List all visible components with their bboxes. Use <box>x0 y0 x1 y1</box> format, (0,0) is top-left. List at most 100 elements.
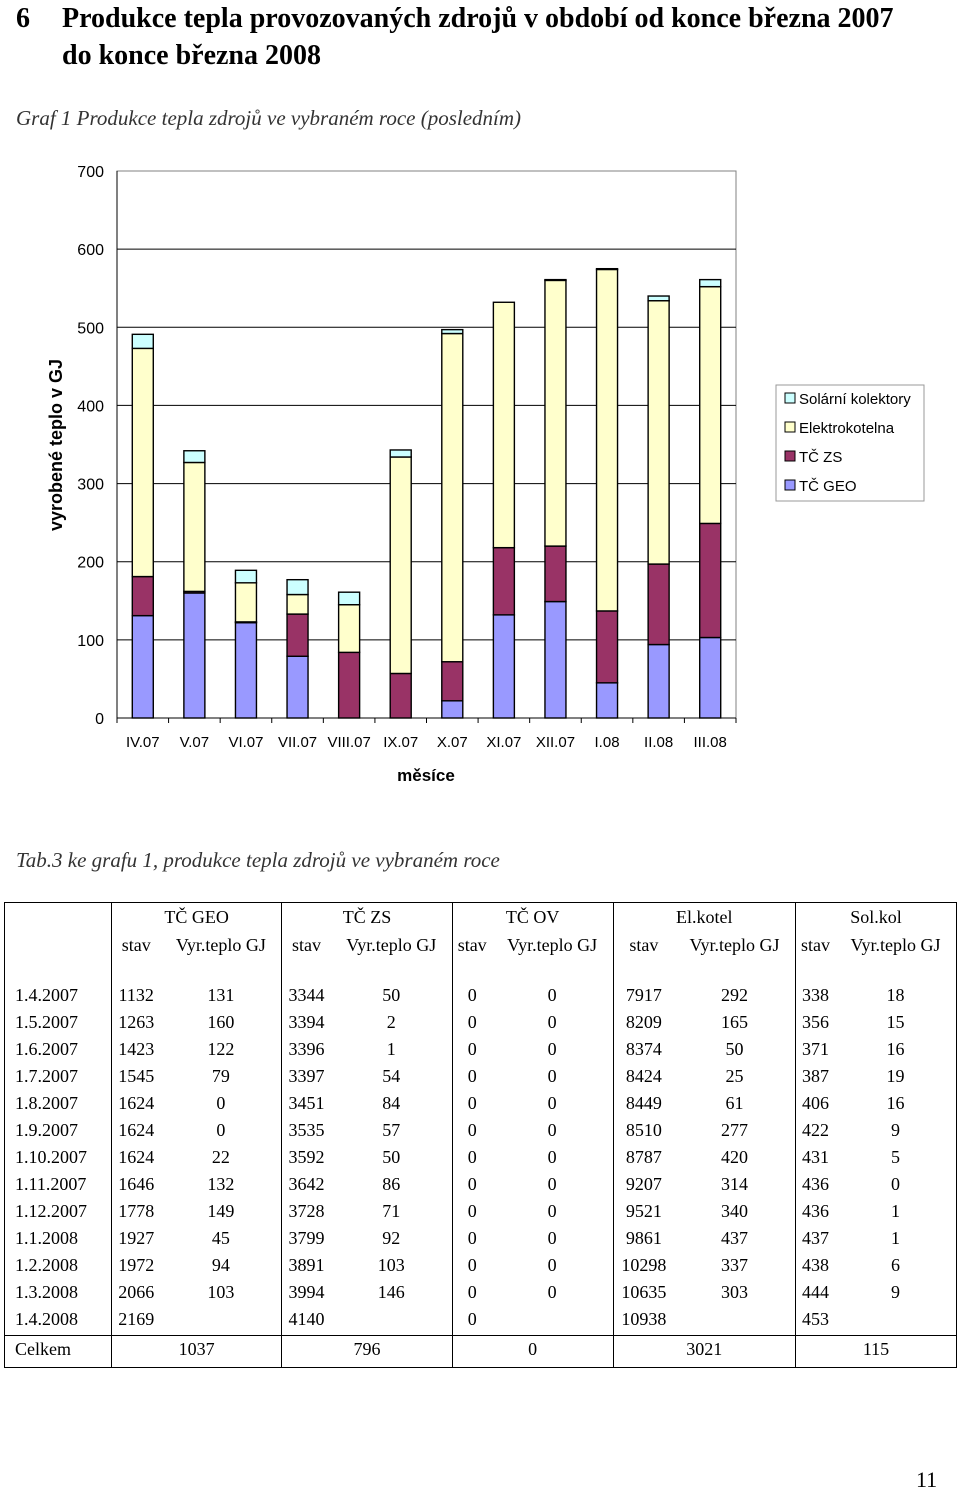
legend-label: TČ GEO <box>799 478 857 495</box>
total-value: 3021 <box>612 1335 796 1368</box>
x-tick-label: II.08 <box>644 734 673 751</box>
table-cell <box>835 1308 956 1336</box>
plot-area <box>116 170 737 719</box>
table-cell: 3397 <box>281 1065 331 1092</box>
table-cell: 0 <box>547 985 557 1005</box>
table-cell: 356 <box>794 1011 836 1038</box>
table-cell: 132 <box>207 1174 235 1194</box>
bar-segment <box>595 267 619 271</box>
legend-swatch <box>784 450 796 462</box>
table-cell: 1927 <box>111 1227 161 1254</box>
legend-label: TČ ZS <box>799 449 842 466</box>
table-cell: 103 <box>207 1282 235 1302</box>
table-cell: 1 <box>891 1201 901 1221</box>
y-tick-label: 200 <box>77 555 104 572</box>
table-cell: 338 <box>794 984 836 1011</box>
table-cell: 2 <box>386 1012 396 1032</box>
bar-segment <box>492 301 516 549</box>
table-cell <box>674 1308 795 1336</box>
row-date: 1.9.2007 <box>15 1120 78 1140</box>
section-heading: 6 Produkce tepla provozovaných zdrojů v … <box>16 0 922 74</box>
bar-segment <box>647 295 670 302</box>
total-label: Celkem <box>4 1335 112 1368</box>
table-row: 1.4.2007 1132 131 3344 50 0 0 7917 292 338 18 <box>5 984 957 1011</box>
table-cell: 9521 <box>612 1200 675 1227</box>
legend-label: Elektrokotelna <box>799 420 895 437</box>
bar-segment <box>183 461 206 593</box>
table-cell: 0 <box>216 1093 226 1113</box>
table-cell: 0 <box>451 1011 492 1038</box>
group-header: TČ GEO <box>110 902 282 934</box>
bar-segment <box>441 328 464 335</box>
table-cell: 160 <box>207 1012 235 1032</box>
y-tick-label: 300 <box>77 477 104 494</box>
table-row: 1.10.2007 1624 22 3592 50 0 0 8787 420 431 5 <box>5 1146 957 1173</box>
table-cell: 1 <box>386 1039 396 1059</box>
table-cell: 9207 <box>612 1173 675 1200</box>
table-cell: 8510 <box>612 1119 675 1146</box>
table-cell: 444 <box>794 1281 836 1308</box>
table-cell: 438 <box>794 1254 836 1281</box>
table-cell: 1646 <box>111 1173 161 1200</box>
sub-header-vyr-teplo: Vyr.teplo GJ <box>175 935 266 955</box>
table-cell: 437 <box>794 1227 836 1254</box>
bar-segment <box>647 643 670 719</box>
table-cell: 3799 <box>281 1227 331 1254</box>
table-cell: 0 <box>547 1012 557 1032</box>
row-date: 1.4.2007 <box>15 985 78 1005</box>
table-cell: 1624 <box>111 1119 161 1146</box>
table-row: 1.9.2007 1624 0 3535 57 0 0 8510 277 422 9 <box>5 1119 957 1146</box>
table-cell: 86 <box>382 1174 401 1194</box>
bar-segment <box>389 672 412 719</box>
table-row: 1.6.2007 1423 122 3396 1 0 0 8374 50 371 16 <box>5 1038 957 1065</box>
table-cell: 18 <box>886 985 905 1005</box>
table-cell: 103 <box>377 1255 405 1275</box>
table-cell: 6 <box>891 1255 901 1275</box>
table-cell: 22 <box>211 1147 230 1167</box>
table-cell: 0 <box>547 1120 557 1140</box>
legend-label: Solární kolektory <box>799 391 911 408</box>
graph-caption: Graf 1 Produkce tepla zdrojů ve vybraném… <box>16 106 522 130</box>
total-value: 796 <box>281 1335 453 1368</box>
table-cell: 9 <box>891 1282 901 1302</box>
table-cell: 1545 <box>111 1065 161 1092</box>
bar-segment <box>544 600 567 719</box>
sub-header-stav: stav <box>451 934 492 984</box>
table-cell: 0 <box>547 1039 557 1059</box>
bar-segment <box>699 636 722 719</box>
table-cell: 19 <box>886 1066 905 1086</box>
bar-segment <box>337 651 361 719</box>
table-cell: 131 <box>207 985 235 1005</box>
table-cell: 61 <box>725 1093 744 1113</box>
sub-header-vyr-teplo: Vyr.teplo GJ <box>850 935 941 955</box>
table-cell: 0 <box>547 1066 557 1086</box>
table-row: 1.2.2008 1972 94 3891 103 0 0 10298 337 438 6 <box>5 1254 957 1281</box>
table-cell: 0 <box>547 1174 557 1194</box>
table-caption: Tab.3 ke grafu 1, produkce tepla zdrojů … <box>16 848 500 872</box>
table-cell: 3994 <box>281 1281 331 1308</box>
table-cell: 0 <box>451 1146 492 1173</box>
row-date: 1.6.2007 <box>15 1039 78 1059</box>
bar-segment <box>131 347 154 578</box>
table-cell: 84 <box>382 1093 401 1113</box>
table-cell: 50 <box>725 1039 744 1059</box>
table-cell: 292 <box>721 985 749 1005</box>
y-tick-label: 400 <box>77 398 104 415</box>
table-cell: 422 <box>794 1119 836 1146</box>
y-tick-label: 100 <box>77 633 104 650</box>
corner-cell <box>5 934 112 984</box>
table-cell: 5 <box>891 1147 901 1167</box>
bar-segment <box>234 569 258 584</box>
table-cell: 453 <box>794 1308 836 1336</box>
x-tick-label: X.07 <box>437 734 468 751</box>
table-cell: 149 <box>207 1201 235 1221</box>
table-cell: 10298 <box>612 1254 675 1281</box>
table-cell: 4140 <box>281 1308 331 1336</box>
bar-segment <box>492 546 516 616</box>
table-cell: 8449 <box>612 1092 675 1119</box>
stacked-bar-chart: 0 100 200 300 400 500 600 700 IV.07 V.07 VI.07 VII.… <box>46 164 925 785</box>
y-tick-label: 500 <box>77 320 104 337</box>
x-tick-label: III.08 <box>694 734 727 751</box>
bar-segment <box>647 563 670 646</box>
table-cell: 387 <box>794 1065 836 1092</box>
